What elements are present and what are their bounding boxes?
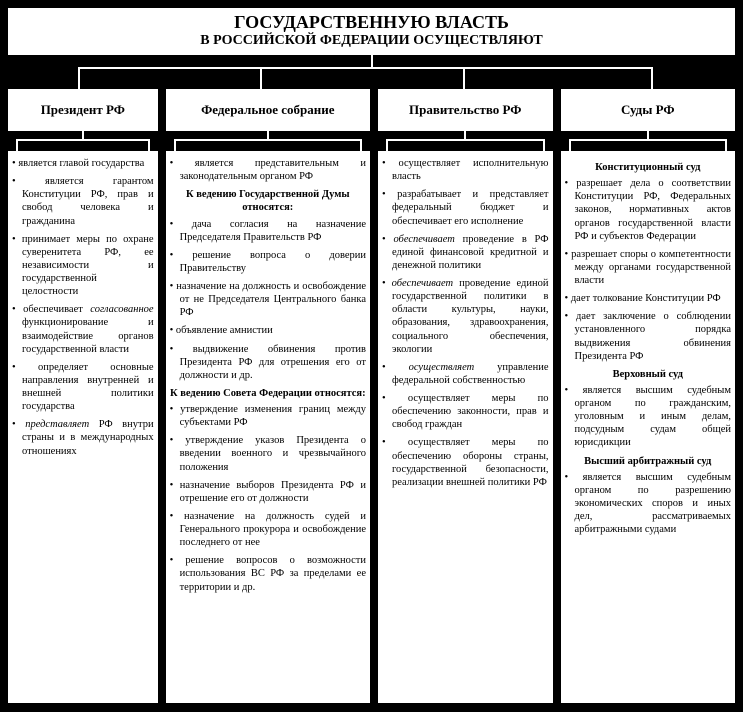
- item: осуществляет меры по обеспечению обороны…: [382, 436, 549, 489]
- item: дает толкование Конституции РФ: [565, 292, 732, 305]
- branch-body: является представительным и законодатель…: [166, 151, 370, 703]
- col-government: Правительство РФ осуществляет исполнител…: [378, 89, 553, 703]
- item: назначение на должность судей и Генераль…: [170, 510, 366, 549]
- col-courts: Суды РФ Конституционный суд разрешает де…: [561, 89, 736, 703]
- item: выдвижение обвинения против Президента Р…: [170, 343, 366, 382]
- item: осуществляет меры по обеспечению законно…: [382, 392, 549, 431]
- item: представляет РФ внутри страны и в междун…: [12, 418, 154, 457]
- section-head: К ведению Государственной Думы относятся…: [170, 188, 366, 214]
- item: является главой государства: [12, 157, 154, 170]
- item: является высшим судебным органом по разр…: [565, 471, 732, 537]
- branch-title: Президент РФ: [8, 89, 158, 131]
- item: является гарантом Конституции РФ, прав и…: [12, 175, 154, 228]
- item: является высшим судебным органом по граж…: [565, 384, 732, 450]
- branch-body: осуществляет исполнительную власть разра…: [378, 151, 553, 703]
- branch-connector: [8, 131, 158, 151]
- item: разрешает споры о компетентности между о…: [565, 248, 732, 287]
- item: утверждение указов Президента о введении…: [170, 434, 366, 473]
- item: утверждение изменения границ между субъе…: [170, 403, 366, 429]
- section-head: К ведению Совета Федерации относятся:: [170, 387, 366, 400]
- item: обеспечивает согласованное функционирова…: [12, 303, 154, 356]
- item: осуществляет управление федеральной собс…: [382, 361, 549, 387]
- item: дает заключение о соблюдении установленн…: [565, 310, 732, 363]
- item: осуществляет исполнительную власть: [382, 157, 549, 183]
- branch-title: Федеральное собрание: [166, 89, 370, 131]
- col-president: Президент РФ является главой государства…: [8, 89, 158, 703]
- branch-connector: [166, 131, 370, 151]
- section-head: Высший арбитражный суд: [565, 455, 732, 468]
- item: обеспечивает проведение в РФ единой фина…: [382, 233, 549, 272]
- item: обеспечивает проведение единой государст…: [382, 277, 549, 356]
- branch-title: Суды РФ: [561, 89, 736, 131]
- section-head: Конституционный суд: [565, 161, 732, 174]
- item: решение вопроса о доверии Правительству: [170, 249, 366, 275]
- branch-body: Конституционный суд разрешает дела о соо…: [561, 151, 736, 703]
- item: разрешает дела о соответствии Конституци…: [565, 177, 732, 243]
- item: определяет основные направле­ния внутрен…: [12, 361, 154, 414]
- columns: Президент РФ является главой государства…: [8, 89, 735, 703]
- branch-body: является главой государства является гар…: [8, 151, 158, 703]
- item: является представительным и законодатель…: [170, 157, 366, 183]
- section-head: Верховный суд: [565, 368, 732, 381]
- item: назначение выборов Президента РФ и отреш…: [170, 479, 366, 505]
- title-line1: ГОСУДАРСТВЕННУЮ ВЛАСТЬ: [16, 12, 727, 33]
- title-line2: В РОССИЙСКОЙ ФЕДЕРАЦИИ ОСУЩЕСТВЛЯЮТ: [16, 33, 727, 49]
- col-fedassembly: Федеральное собрание является представит…: [166, 89, 370, 703]
- connector-top: [8, 55, 735, 89]
- branch-connector: [561, 131, 736, 151]
- item: решение вопросов о возможности использов…: [170, 554, 366, 593]
- branch-title: Правительство РФ: [378, 89, 553, 131]
- title-box: ГОСУДАРСТВЕННУЮ ВЛАСТЬ В РОССИЙСКОЙ ФЕДЕ…: [8, 8, 735, 55]
- item: дача согласия на назначение Председателя…: [170, 218, 366, 244]
- branch-connector: [378, 131, 553, 151]
- item: назначение на должность и освобождение о…: [170, 280, 366, 319]
- item: принимает меры по охране суверенитета РФ…: [12, 233, 154, 299]
- item: разрабатывает и представляет федеральный…: [382, 188, 549, 227]
- item: объявление амнистии: [170, 324, 366, 337]
